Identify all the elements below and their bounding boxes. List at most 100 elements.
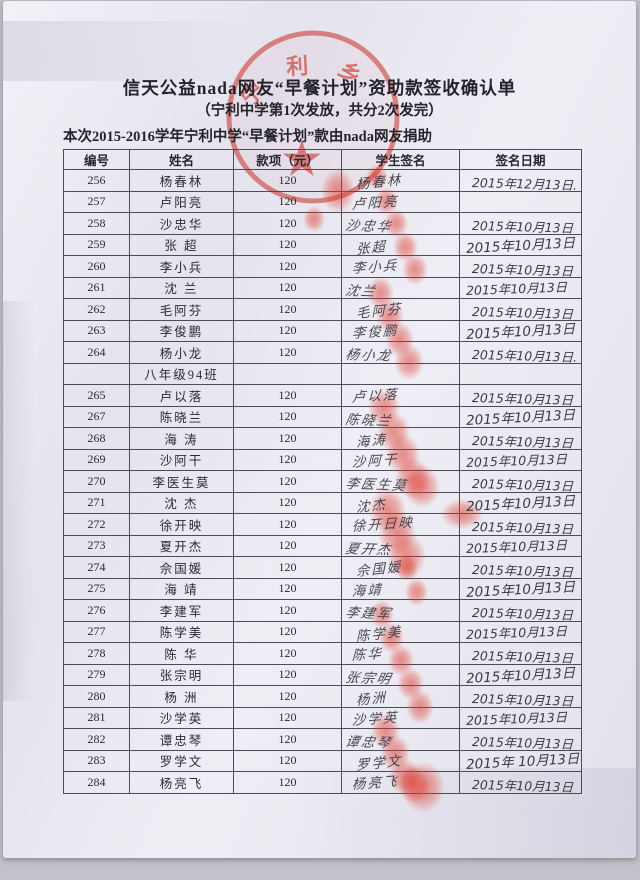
date-handwriting: 2015年10月13日 (465, 708, 568, 728)
cell-name: 陈 华 (129, 642, 234, 665)
paper-crease (3, 301, 43, 701)
signature-handwriting: 佘国媛 (355, 559, 403, 581)
table-row: 264 杨小龙 120 杨小龙 2015年10月13日. (63, 341, 582, 380)
date-handwriting: 2015年10月13日 (465, 278, 568, 298)
cell-amount: 120 (233, 427, 342, 450)
table-header-row: 编号 姓名 款项（元） 学生签名 签名日期 (63, 149, 582, 170)
signature-handwriting: 杨小龙 (343, 347, 394, 365)
table-row: 276 李建军 120 李建军 2015年10月13日 (63, 599, 582, 629)
cell-signature: 杨洲 (341, 685, 460, 724)
cell-id: 267 (63, 405, 130, 428)
cell-date: 2015年10月13日 (459, 319, 582, 342)
page-subtitle: （宁利中学第1次发放，共分2次发完） (196, 103, 443, 119)
cell-signature: 海涛 (341, 427, 460, 475)
cell-date: 2015年10月13日 (459, 298, 582, 322)
cell-amount: 120 (233, 599, 342, 622)
cell-amount: 120 (233, 556, 342, 579)
date-handwriting: 2015年10月13日 (465, 234, 576, 257)
cell-id: 277 (63, 620, 130, 643)
cell-name: 陈晓兰 (129, 405, 234, 428)
cell-amount: 120 (233, 384, 342, 407)
cell-id: 268 (63, 427, 130, 450)
cell-date: 2015年10月13日 (459, 255, 582, 279)
cell-name: 杨 洲 (129, 685, 234, 708)
cell-name: 徐开映 (129, 513, 234, 536)
cell-signature: 李建军 (341, 599, 460, 629)
cell-amount: 120 (233, 749, 342, 772)
cell-signature: 谭忠琴 (341, 728, 460, 771)
signature-handwriting: 杨亮飞 (351, 773, 399, 794)
cell-amount: 120 (233, 620, 342, 643)
cell-date (459, 190, 582, 213)
header-amount: 款项（元） (233, 149, 342, 170)
cell-id: 284 (63, 771, 130, 794)
table-row: 275 海 靖 120 海靖 2015年10月13日 (63, 577, 582, 606)
cell-amount: 120 (233, 405, 342, 428)
cell-id: 258 (63, 212, 130, 235)
cell-name: 沈 杰 (129, 491, 234, 514)
signature-handwriting: 卢阳亮 (351, 193, 399, 213)
cell-amount: 120 (233, 728, 342, 751)
date-handwriting: 2015年10月13日 (465, 492, 576, 515)
cell-date: 2015年10月13日 (459, 599, 582, 623)
cell-id: 264 (63, 341, 130, 364)
cell-name: 夏开杰 (129, 534, 234, 557)
cell-date: 2015年10月13日 (459, 513, 582, 537)
table-row: 262 毛阿芬 120 毛阿芬 2015年10月13日 (63, 298, 582, 333)
cell-amount: 120 (233, 771, 342, 794)
cell-date: 2015年10月13日 (459, 427, 582, 451)
cell-id: 274 (63, 556, 130, 579)
cell-id: 257 (63, 190, 130, 213)
page-title: 信天公益nada网友“早餐计划”资助款签收确认单 (122, 78, 517, 98)
cell-amount: 120 (233, 212, 342, 235)
cell-signature: 沈杰 (341, 487, 460, 532)
cell-id: 278 (63, 642, 130, 665)
cell-amount: 120 (233, 642, 342, 665)
cell-id: 265 (63, 384, 130, 407)
cell-amount: 120 (233, 169, 342, 192)
paper-crease (3, 21, 636, 81)
cell-date: 2015年10月13日 (459, 534, 582, 557)
cell-signature: 沈兰 (341, 276, 460, 309)
cell-amount: 120 (233, 276, 342, 299)
cell-signature: 罗学文 (341, 749, 460, 795)
cell-name: 沙忠华 (129, 212, 234, 235)
table-row: 270 李医生莫 120 李医生莫 2015年10月13日 (63, 465, 582, 508)
cell-signature: 海靖 (341, 577, 460, 606)
cell-signature: 张超 (341, 231, 460, 262)
cell-id: 271 (63, 491, 130, 514)
signature-handwriting: 沙忠华 (343, 218, 394, 236)
cell-signature: 沙学英 (341, 706, 460, 748)
cell-id: 262 (63, 298, 130, 321)
cell-signature: 李俊鹏 (341, 319, 460, 357)
cell-name: 罗学文 (129, 749, 234, 772)
date-handwriting: 2015年10月13日 (465, 578, 576, 601)
table-row: 277 陈学美 120 陈学美 2015年10月13日 (63, 620, 582, 653)
cell-name: 沙学英 (129, 706, 234, 729)
table-row: 258 沙忠华 120 沙忠华 2015年10月13日 (63, 209, 582, 238)
cell-amount: 120 (233, 470, 342, 493)
cell-id: 260 (63, 255, 130, 278)
cell-date: 2015年10月13日 (459, 491, 582, 515)
table-row: 273 夏开杰 120 夏开杰 2015年10月13日 (63, 532, 582, 580)
cell-amount: 120 (233, 233, 342, 256)
signature-handwriting: 陈华 (351, 645, 384, 665)
cell-name: 谭忠琴 (129, 728, 234, 751)
cell-date: 2015年10月13日 (459, 642, 582, 666)
section-row: 八年级94班 (63, 362, 582, 385)
table-row: 280 杨 洲 120 杨洲 2015年10月13日 (63, 685, 582, 724)
table-row: 269 沙阿干 120 沙阿干 2015年10月13日 (63, 448, 582, 499)
signature-handwriting: 海靖 (351, 581, 384, 600)
table-row: 260 李小兵 120 李小兵 2015年10月13日 (63, 254, 582, 285)
cell-amount: 120 (233, 319, 342, 342)
table-row: 271 沈 杰 120 沈杰 2015年10月13日 (63, 487, 582, 532)
table-row: 257 卢阳亮 120 卢阳亮 (63, 186, 582, 215)
table-row: 263 李俊鹏 120 李俊鹏 2015年10月13日 (63, 319, 582, 357)
cell-name: 张 超 (129, 233, 234, 256)
cell-name: 海 涛 (129, 427, 234, 450)
table-row: 274 佘国媛 120 佘国媛 2015年10月13日 (63, 555, 582, 581)
date-handwriting: 2015年 10月13日 (465, 750, 580, 773)
signature-handwriting: 张宗明 (343, 669, 394, 688)
table-row: 256 杨春林 120 杨春林 2015年12月13日. (63, 164, 582, 193)
donation-note-line: 本次2015-2016学年宁利中学“早餐计划”款由nada网友捐助 (63, 129, 432, 145)
